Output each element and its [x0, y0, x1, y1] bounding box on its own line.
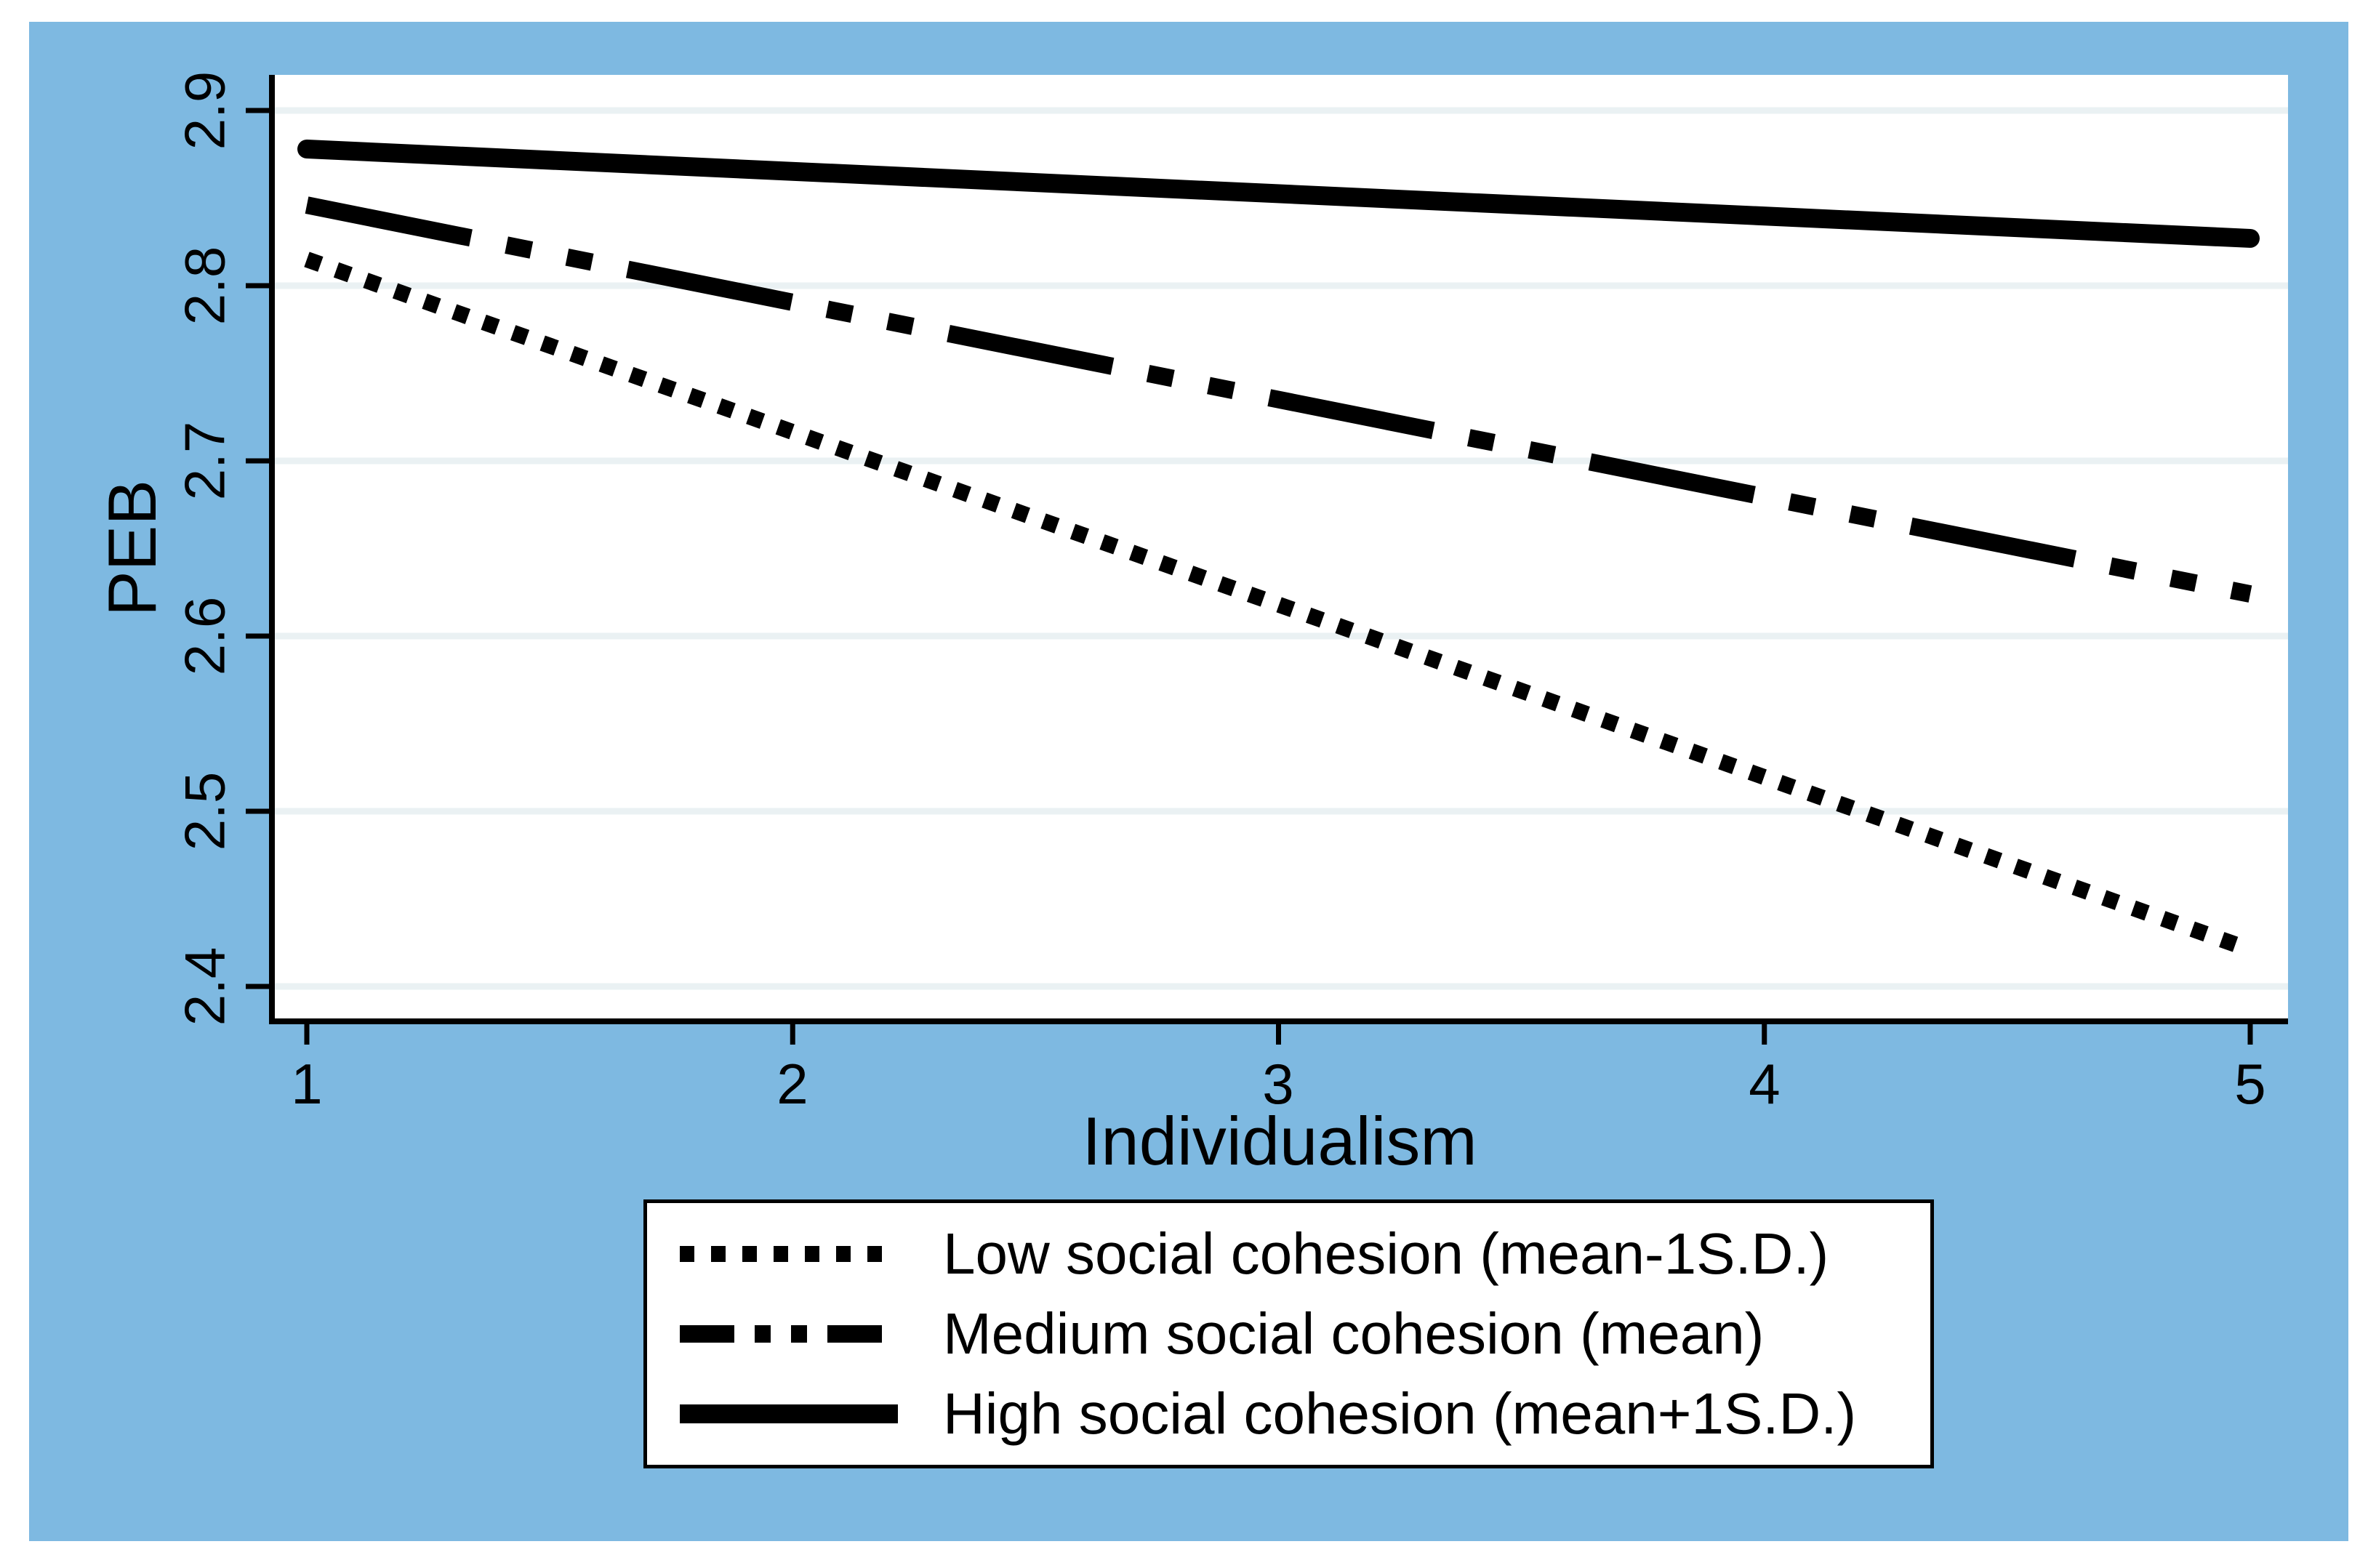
- y-tick-label: 2.6: [172, 596, 237, 676]
- x-tick-label: 2: [776, 1052, 808, 1116]
- legend-row-low: Low social cohesion (mean-1S.D.): [680, 1225, 1930, 1283]
- x-tick-label: 4: [1749, 1052, 1781, 1116]
- x-axis-title: Individualism: [1082, 1103, 1477, 1179]
- legend-row-medium: Medium social cohesion (mean): [680, 1305, 1930, 1363]
- legend-box: Low social cohesion (mean-1S.D.) Medium …: [643, 1199, 1934, 1468]
- y-tick-label: 2.8: [172, 246, 237, 326]
- solid-line-sample-icon: [680, 1404, 898, 1423]
- legend-label-medium: Medium social cohesion (mean): [943, 1301, 1765, 1366]
- legend-row-high: High social cohesion (mean+1S.D.): [680, 1385, 1930, 1443]
- dotted-line-sample-icon: [680, 1246, 898, 1262]
- dash-dot-dot-line-sample-icon: [680, 1325, 898, 1343]
- legend-label-high: High social cohesion (mean+1S.D.): [943, 1381, 1857, 1446]
- y-tick-label: 2.9: [172, 71, 237, 150]
- y-tick-label: 2.4: [172, 946, 237, 1026]
- x-tick-label: 1: [291, 1052, 323, 1116]
- y-tick-label: 2.5: [172, 771, 237, 851]
- y-tick-label: 2.7: [172, 421, 237, 501]
- y-axis-title: PEB: [94, 479, 170, 617]
- x-tick-label: 5: [2234, 1052, 2266, 1116]
- legend-label-low: Low social cohesion (mean-1S.D.): [943, 1221, 1829, 1286]
- x-tick-label: 3: [1262, 1052, 1294, 1116]
